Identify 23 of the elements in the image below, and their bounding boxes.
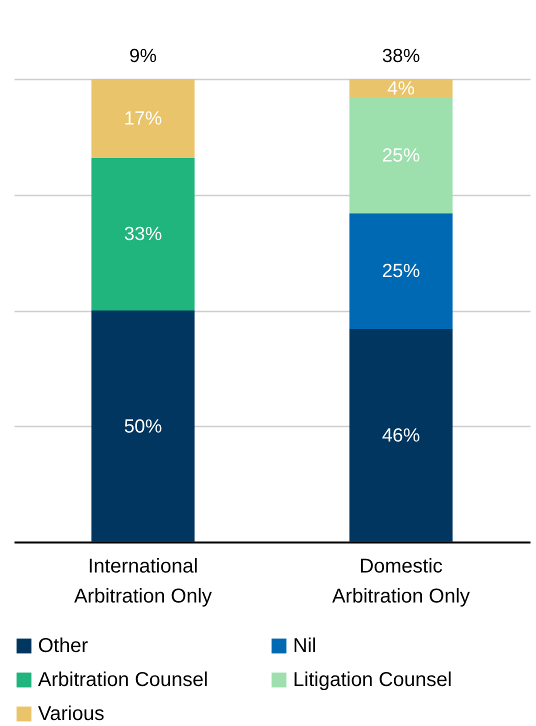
data-label: 4% — [387, 78, 415, 100]
bar — [349, 213, 453, 330]
data-label: 46% — [382, 426, 420, 447]
annotation: 9% — [129, 46, 157, 67]
bar — [349, 79, 453, 98]
data-label: 33% — [124, 224, 162, 246]
legend-label: Litigation Counsel — [293, 669, 452, 691]
data-label: 25% — [382, 261, 420, 282]
x-tick-label: Domestic Arbitration Only — [332, 556, 470, 608]
bar — [91, 158, 195, 310]
data-label: 50% — [124, 416, 162, 438]
data-label: 25% — [382, 145, 420, 166]
bar — [349, 98, 453, 214]
legend-label: Other — [38, 635, 88, 657]
annotation: 38% — [382, 46, 420, 67]
data-label: 17% — [124, 108, 162, 130]
legend-label: Nil — [293, 635, 316, 657]
bar — [91, 310, 195, 542]
bar — [91, 79, 195, 158]
legend-label: Various — [38, 703, 104, 725]
x-tick-label: International Arbitration Only — [74, 556, 212, 608]
bar — [349, 329, 453, 542]
legend-label: Arbitration Counsel — [38, 669, 208, 691]
